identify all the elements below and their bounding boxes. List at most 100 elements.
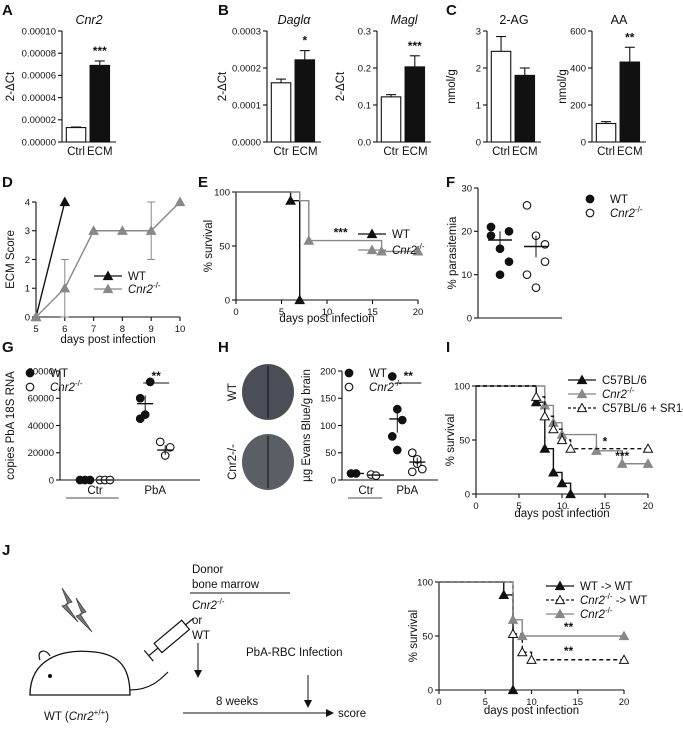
chart-d-x-tick-label: 9 xyxy=(149,324,154,335)
chart-a-y-label: 2-ΔCt xyxy=(5,71,17,101)
chart-b2-y-label: 2-ΔCt xyxy=(335,71,347,101)
chart-i-y-label: % survival xyxy=(445,414,457,466)
data-point xyxy=(88,225,99,235)
chart-h-y-tick-label: 100 xyxy=(320,421,336,432)
bar-ecm xyxy=(294,59,316,143)
legend-marker xyxy=(102,270,114,281)
data-point xyxy=(59,282,71,293)
data-point xyxy=(498,589,510,600)
timeline-arrowhead xyxy=(326,709,334,717)
chart-i: 0 50 100 % survival 0 5 10 15 20 days post infect… xyxy=(445,374,683,520)
panel-letter-d: D xyxy=(2,174,13,191)
mouse-icon xyxy=(29,650,131,696)
donor-arrowhead xyxy=(194,670,202,678)
legend-marker xyxy=(585,208,595,218)
data-point xyxy=(397,415,407,425)
bar-ctrl xyxy=(595,122,617,143)
chart-g-y-tick-label: 0 xyxy=(49,475,54,486)
chart-a: 0.00000 0.00002 0.00004 0.00006 0.00008 0.000… xyxy=(5,13,116,158)
chart-j-y-tick-label: 0 xyxy=(428,685,433,696)
chart-f-y-tick-label: 20 xyxy=(461,227,472,238)
data-point xyxy=(387,372,397,381)
chart-e-x-tick-label: 0 xyxy=(233,307,238,318)
legend-marker xyxy=(576,374,588,385)
data-point xyxy=(642,458,654,468)
panel-letter-g: G xyxy=(2,339,14,356)
chart-g: 0 20000 40000 60000 80000 copies PbA 18S RNA C… xyxy=(5,366,200,499)
x-tick-label: Ctrl xyxy=(492,146,510,158)
significance-label: *** xyxy=(334,226,348,240)
data-point xyxy=(495,270,505,280)
chart-c2-y-label: nmol/g xyxy=(557,69,569,104)
data-point xyxy=(618,630,630,641)
data-point xyxy=(531,283,541,293)
data-point xyxy=(174,196,186,207)
chart-d-x-label: days post infection xyxy=(60,334,155,346)
x-tick-label: Ctr xyxy=(87,485,103,497)
bar-ecm xyxy=(619,61,641,143)
chart-c2: 0 200 400 600 nmol/g Ctrl ECM ** AA xyxy=(557,13,646,158)
chart-e-x-tick-label: 5 xyxy=(279,307,284,318)
data-point xyxy=(387,432,397,441)
transplant-schematic: Donor bone marrow Cnr2-/- or WT PbA-RBC … xyxy=(29,564,366,723)
legend-marker xyxy=(25,368,35,378)
x-tick-label: Ctrl xyxy=(67,146,85,158)
chart-b1-y-tick-label: 0.0002 xyxy=(232,63,261,74)
chart-b2-y-tick-label: 0.3 xyxy=(358,26,371,37)
data-point xyxy=(294,294,306,305)
data-point xyxy=(548,466,559,477)
legend-label: Cnr2-/- xyxy=(369,379,402,394)
bone-marrow-label-2: bone marrow xyxy=(192,579,260,591)
chart-d-y-label: ECM Score xyxy=(5,230,17,289)
series-line-2 xyxy=(476,385,648,450)
chart-d-x-tick-label: 7 xyxy=(91,324,96,335)
chart-j-x-tick-label: 15 xyxy=(572,697,583,708)
legend-label: WT xyxy=(610,194,628,206)
significance-label: *** xyxy=(93,44,107,58)
chart-d-y-tick-label: 1 xyxy=(25,284,30,295)
data-point xyxy=(417,464,427,474)
chart-c2-y-tick-label: 400 xyxy=(570,63,586,74)
chart-e-x-tick-label: 10 xyxy=(322,307,333,318)
chart-g-y-tick-label: 60000 xyxy=(28,394,54,405)
chart-a-y-tick-label: 0.00004 xyxy=(22,93,56,104)
data-point xyxy=(507,684,519,695)
legend-label: WT -> WT xyxy=(580,581,633,593)
chart-e-x-tick-label: 20 xyxy=(413,307,424,318)
chart-c1-title: 2-AG xyxy=(499,13,528,27)
chart-b2: 0.0 0.1 0.2 0.3 2-ΔCt Ctr ECM *** Magl xyxy=(335,13,431,158)
legend-label: Cnr2-/- xyxy=(392,242,425,257)
chart-j-x-tick-label: 0 xyxy=(436,697,441,708)
series-line-1 xyxy=(35,201,181,318)
mouse-ear-icon xyxy=(38,650,51,661)
data-point xyxy=(530,391,542,401)
x-tick-label: ECM xyxy=(402,146,428,158)
chart-i-y-tick-label: 50 xyxy=(459,435,470,446)
infection-arrowhead xyxy=(304,700,312,708)
chart-c1-y-tick-label: 2 xyxy=(476,63,481,74)
chart-d-x-tick-label: 10 xyxy=(175,324,186,335)
legend-marker xyxy=(554,580,566,591)
bar-ctrl xyxy=(65,127,87,143)
chart-g-y-tick-label: 40000 xyxy=(28,421,54,432)
data-point xyxy=(165,442,175,452)
x-tick-label: Ctr xyxy=(273,146,289,158)
bar-ecm xyxy=(404,66,426,143)
data-point xyxy=(591,445,602,455)
chart-d-x-tick-label: 5 xyxy=(33,324,38,335)
data-point xyxy=(540,257,550,267)
legend-marker xyxy=(554,594,566,605)
data-point xyxy=(407,467,417,477)
data-point xyxy=(504,226,514,236)
chart-h-y-tick-label: 50 xyxy=(325,448,336,459)
chart-f-y-label: % parasitemia xyxy=(447,216,459,289)
syringe-icon xyxy=(143,617,194,662)
panel-letter-i: I xyxy=(446,339,450,356)
chart-b1-y-tick-label: 0.0003 xyxy=(232,26,261,37)
bar-ecm xyxy=(514,74,536,143)
lightning-icon xyxy=(61,587,79,623)
donor-label: Donor xyxy=(192,564,223,576)
legend-label: Cnr2-/- xyxy=(610,205,643,220)
